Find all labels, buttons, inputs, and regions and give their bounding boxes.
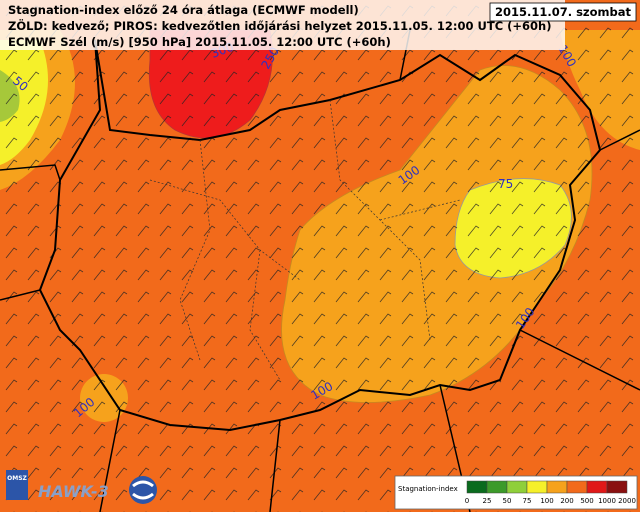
legend-swatch [546,480,568,494]
date: 2015.11.07. szombat [495,5,632,19]
header-panel [0,0,565,50]
header-line: ZÖLD: kedvező; PIROS: kedvezőtlen időjár… [8,18,551,33]
legend-label: 25 [483,497,492,505]
header-title: Stagnation-index előző 24 óra átlaga (EC… [8,3,359,17]
legend-label: 200 [560,497,573,505]
logo-mark [132,480,154,500]
legend-label: 50 [503,497,512,505]
legend-swatch [466,480,488,494]
country-border [0,29,640,512]
logo-mark [129,476,157,504]
contour-label: 75 [498,177,513,191]
date-box [489,2,637,22]
legend-swatch [606,480,628,494]
legend-swatch [506,480,528,494]
county-border [149,99,461,381]
legend-label: 500 [580,497,593,505]
legend-label: 75 [523,497,532,505]
legend-label: 0 [465,497,469,505]
system-logo: HAWK-3 [38,482,109,501]
legend-swatch [486,480,508,494]
header-line: ECMWF Szél (m/s) [950 hPa] 2015.11.05. 1… [8,35,391,49]
legend-swatch [586,480,608,494]
legend-swatch [526,480,548,494]
legend-scale: 0 25 50 75 100 200 500 1000 2000 [465,480,636,505]
agency-logo [6,470,28,500]
legend-swatch [566,480,588,494]
agency-name: OMSZ [7,475,27,482]
legend-label: 100 [540,497,553,505]
legend-label: 2000 [618,497,636,505]
legend-label: 1000 [598,497,616,505]
legend-title: Stagnation-index [398,485,458,493]
